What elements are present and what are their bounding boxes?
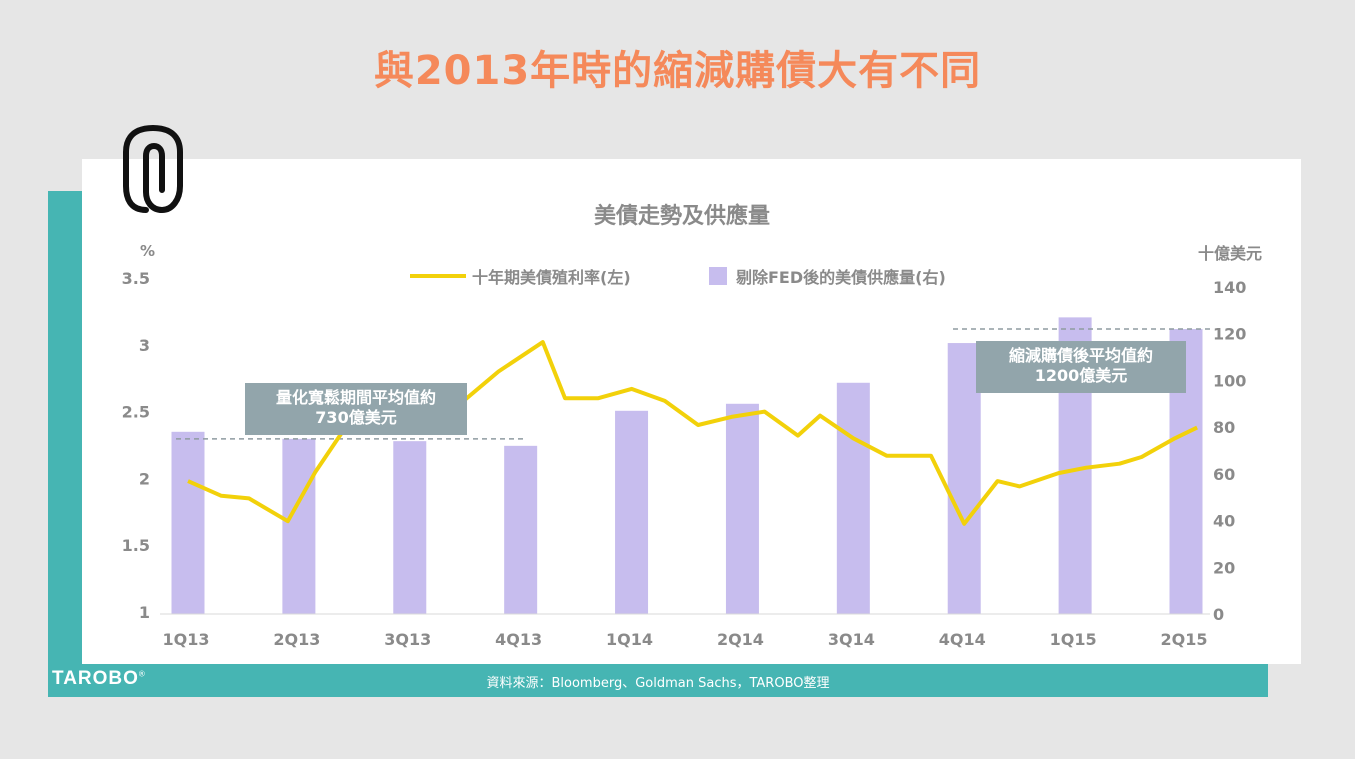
- legend: 十年期美債殖利率(左) 剔除FED後的美債供應量(右): [410, 267, 946, 287]
- x-tick-label: 2Q13: [273, 630, 320, 649]
- x-tick-label: 4Q13: [495, 630, 542, 649]
- right-tick-label: 40: [1213, 512, 1235, 531]
- brand-logo: TAROBO®: [52, 668, 146, 690]
- x-tick-label: 1Q15: [1050, 630, 1097, 649]
- supply-bar: [615, 410, 649, 614]
- right-axis-ticks: 140 120 100 80 60 40 20 0: [1213, 278, 1246, 624]
- source-note: 資料來源：Bloomberg、Goldman Sachs，TAROBO整理: [486, 676, 830, 691]
- right-tick-label: 100: [1213, 371, 1246, 390]
- page-title: 與2013年時的縮減購債大有不同: [373, 48, 982, 94]
- callout-box: [245, 383, 467, 435]
- right-tick-label: 120: [1213, 325, 1246, 344]
- brand-text: TAROBO: [52, 668, 139, 689]
- left-tick-label: 1.5: [122, 536, 150, 555]
- callout-text: 量化寬鬆期間平均值約: [276, 388, 436, 407]
- callout-box: [976, 341, 1186, 393]
- chart-title: 美債走勢及供應量: [594, 203, 770, 229]
- left-tick-label: 3: [139, 336, 150, 355]
- supply-bar: [504, 445, 538, 614]
- left-tick-label: 3.5: [122, 269, 150, 288]
- right-tick-label: 20: [1213, 558, 1235, 577]
- x-tick-label: 2Q15: [1161, 630, 1208, 649]
- x-tick-label: 3Q14: [828, 630, 875, 649]
- left-axis-ticks: 3.5 3 2.5 2 1.5 1: [122, 269, 150, 622]
- legend-bar-swatch: [709, 267, 727, 285]
- registered-mark: ®: [138, 669, 146, 679]
- callout-text: 縮減購債後平均值約: [1009, 346, 1153, 365]
- supply-bar: [282, 438, 316, 614]
- legend-bar-label: 剔除FED後的美債供應量(右): [735, 268, 946, 287]
- x-tick-label: 1Q14: [606, 630, 653, 649]
- x-tick-label: 2Q14: [717, 630, 764, 649]
- legend-line-label: 十年期美債殖利率(左): [472, 268, 631, 287]
- right-axis-unit: 十億美元: [1198, 244, 1262, 263]
- supply-bar: [947, 343, 981, 614]
- average-reference-lines: [176, 328, 1213, 440]
- supply-bar: [725, 403, 759, 614]
- right-tick-label: 60: [1213, 465, 1235, 484]
- x-tick-label: 1Q13: [163, 630, 210, 649]
- paperclip-icon: [123, 124, 183, 214]
- right-tick-label: 0: [1213, 605, 1224, 624]
- right-tick-label: 80: [1213, 418, 1235, 437]
- x-axis-labels: 1Q13 2Q13 3Q13 4Q13 1Q14 2Q14 3Q14 4Q14 1Q15 2Q15: [163, 630, 1208, 649]
- callout-text: 1200億美元: [1035, 366, 1128, 385]
- left-tick-label: 2: [139, 469, 150, 488]
- supply-bar: [393, 441, 427, 614]
- bar-series: [171, 317, 1203, 614]
- x-tick-label: 4Q14: [939, 630, 986, 649]
- supply-bar: [836, 382, 870, 614]
- callout-text: 730億美元: [315, 408, 396, 427]
- supply-bar: [171, 431, 205, 614]
- right-tick-label: 140: [1213, 278, 1246, 297]
- left-tick-label: 2.5: [122, 403, 150, 422]
- left-tick-label: 1: [139, 603, 150, 622]
- left-axis-unit: %: [140, 242, 155, 260]
- x-tick-label: 3Q13: [384, 630, 431, 649]
